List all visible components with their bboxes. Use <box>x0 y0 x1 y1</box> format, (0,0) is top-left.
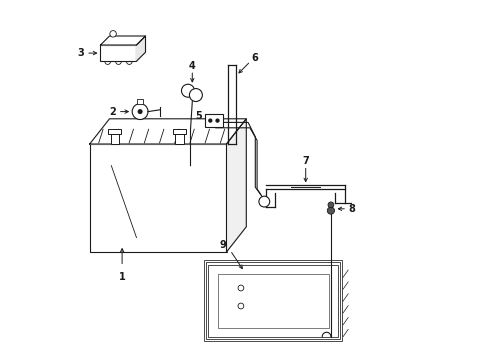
Bar <box>208 265 337 337</box>
Text: 9: 9 <box>219 240 226 250</box>
Text: 4: 4 <box>188 60 195 71</box>
Circle shape <box>181 84 194 97</box>
Polygon shape <box>89 119 246 144</box>
Text: 3: 3 <box>77 48 83 58</box>
Circle shape <box>215 118 219 123</box>
Polygon shape <box>136 36 145 61</box>
Text: 2: 2 <box>109 107 116 117</box>
Text: 7: 7 <box>302 156 308 166</box>
Circle shape <box>327 202 333 208</box>
Circle shape <box>110 31 116 37</box>
Circle shape <box>208 118 212 123</box>
Text: 5: 5 <box>195 111 202 121</box>
Circle shape <box>189 89 202 102</box>
Bar <box>175 134 183 144</box>
Bar <box>137 99 142 104</box>
Polygon shape <box>226 119 246 252</box>
Bar <box>204 114 223 127</box>
Text: 1: 1 <box>119 272 125 282</box>
Bar <box>110 134 119 144</box>
Circle shape <box>258 196 269 207</box>
Bar <box>204 260 342 341</box>
Bar <box>206 262 340 339</box>
Circle shape <box>326 207 334 214</box>
Circle shape <box>137 109 142 114</box>
Bar <box>173 129 186 134</box>
Circle shape <box>132 104 148 120</box>
Polygon shape <box>101 36 145 45</box>
Text: 6: 6 <box>251 53 258 63</box>
Text: 8: 8 <box>347 204 354 214</box>
Bar <box>101 45 136 61</box>
Bar <box>108 129 121 134</box>
Bar <box>217 274 328 328</box>
Bar <box>89 144 226 252</box>
